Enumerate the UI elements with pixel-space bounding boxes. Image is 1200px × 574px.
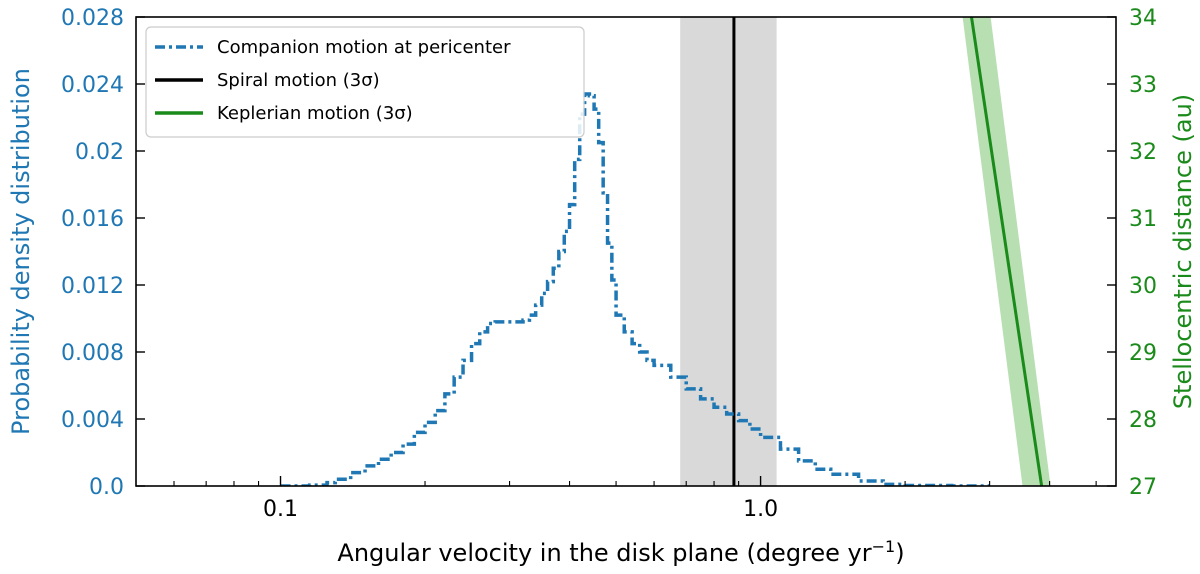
right-tick-label: 33 bbox=[1129, 73, 1157, 98]
left-tick-label: 0.024 bbox=[61, 73, 124, 98]
left-tick-label: 0.004 bbox=[61, 408, 124, 433]
right-tick-label: 30 bbox=[1129, 274, 1157, 299]
left-tick-label: 0.008 bbox=[61, 341, 124, 366]
x-axis-label: Angular velocity in the disk plane (degr… bbox=[337, 537, 904, 568]
legend-box bbox=[145, 26, 585, 138]
plot-frame bbox=[135, 16, 1117, 487]
x-tick-label: 0.1 bbox=[263, 497, 298, 522]
companion-motion-curve bbox=[280, 92, 990, 486]
right-tick-label: 27 bbox=[1129, 475, 1157, 500]
legend: Companion motion at pericenter Spiral mot… bbox=[145, 26, 585, 138]
left-tick-label: 0.012 bbox=[61, 274, 124, 299]
legend-entry-label: Keplerian motion (3σ) bbox=[217, 103, 413, 124]
right-tick-label: 34 bbox=[1129, 6, 1157, 31]
plot-area bbox=[280, 17, 1051, 486]
right-tick-label: 31 bbox=[1129, 207, 1157, 232]
right-tick-label: 28 bbox=[1129, 408, 1157, 433]
x-tick-label: 1.0 bbox=[743, 497, 778, 522]
legend-entry-label: Companion motion at pericenter bbox=[217, 37, 511, 58]
left-tick-label: 0.0 bbox=[89, 475, 124, 500]
left-tick-label: 0.02 bbox=[75, 140, 124, 165]
right-tick-label: 29 bbox=[1129, 341, 1157, 366]
left-tick-label: 0.028 bbox=[61, 6, 124, 31]
right-axis-label: Stellocentric distance (au) bbox=[1169, 94, 1197, 409]
legend-entry-label: Spiral motion (3σ) bbox=[217, 70, 380, 91]
left-axis-label: Probability density distribution bbox=[7, 68, 35, 435]
left-tick-label: 0.016 bbox=[61, 207, 124, 232]
spiral-motion-band bbox=[680, 17, 777, 486]
right-tick-label: 32 bbox=[1129, 140, 1157, 165]
keplerian-motion-band bbox=[962, 17, 1051, 486]
keplerian-motion-line bbox=[969, 17, 1044, 486]
